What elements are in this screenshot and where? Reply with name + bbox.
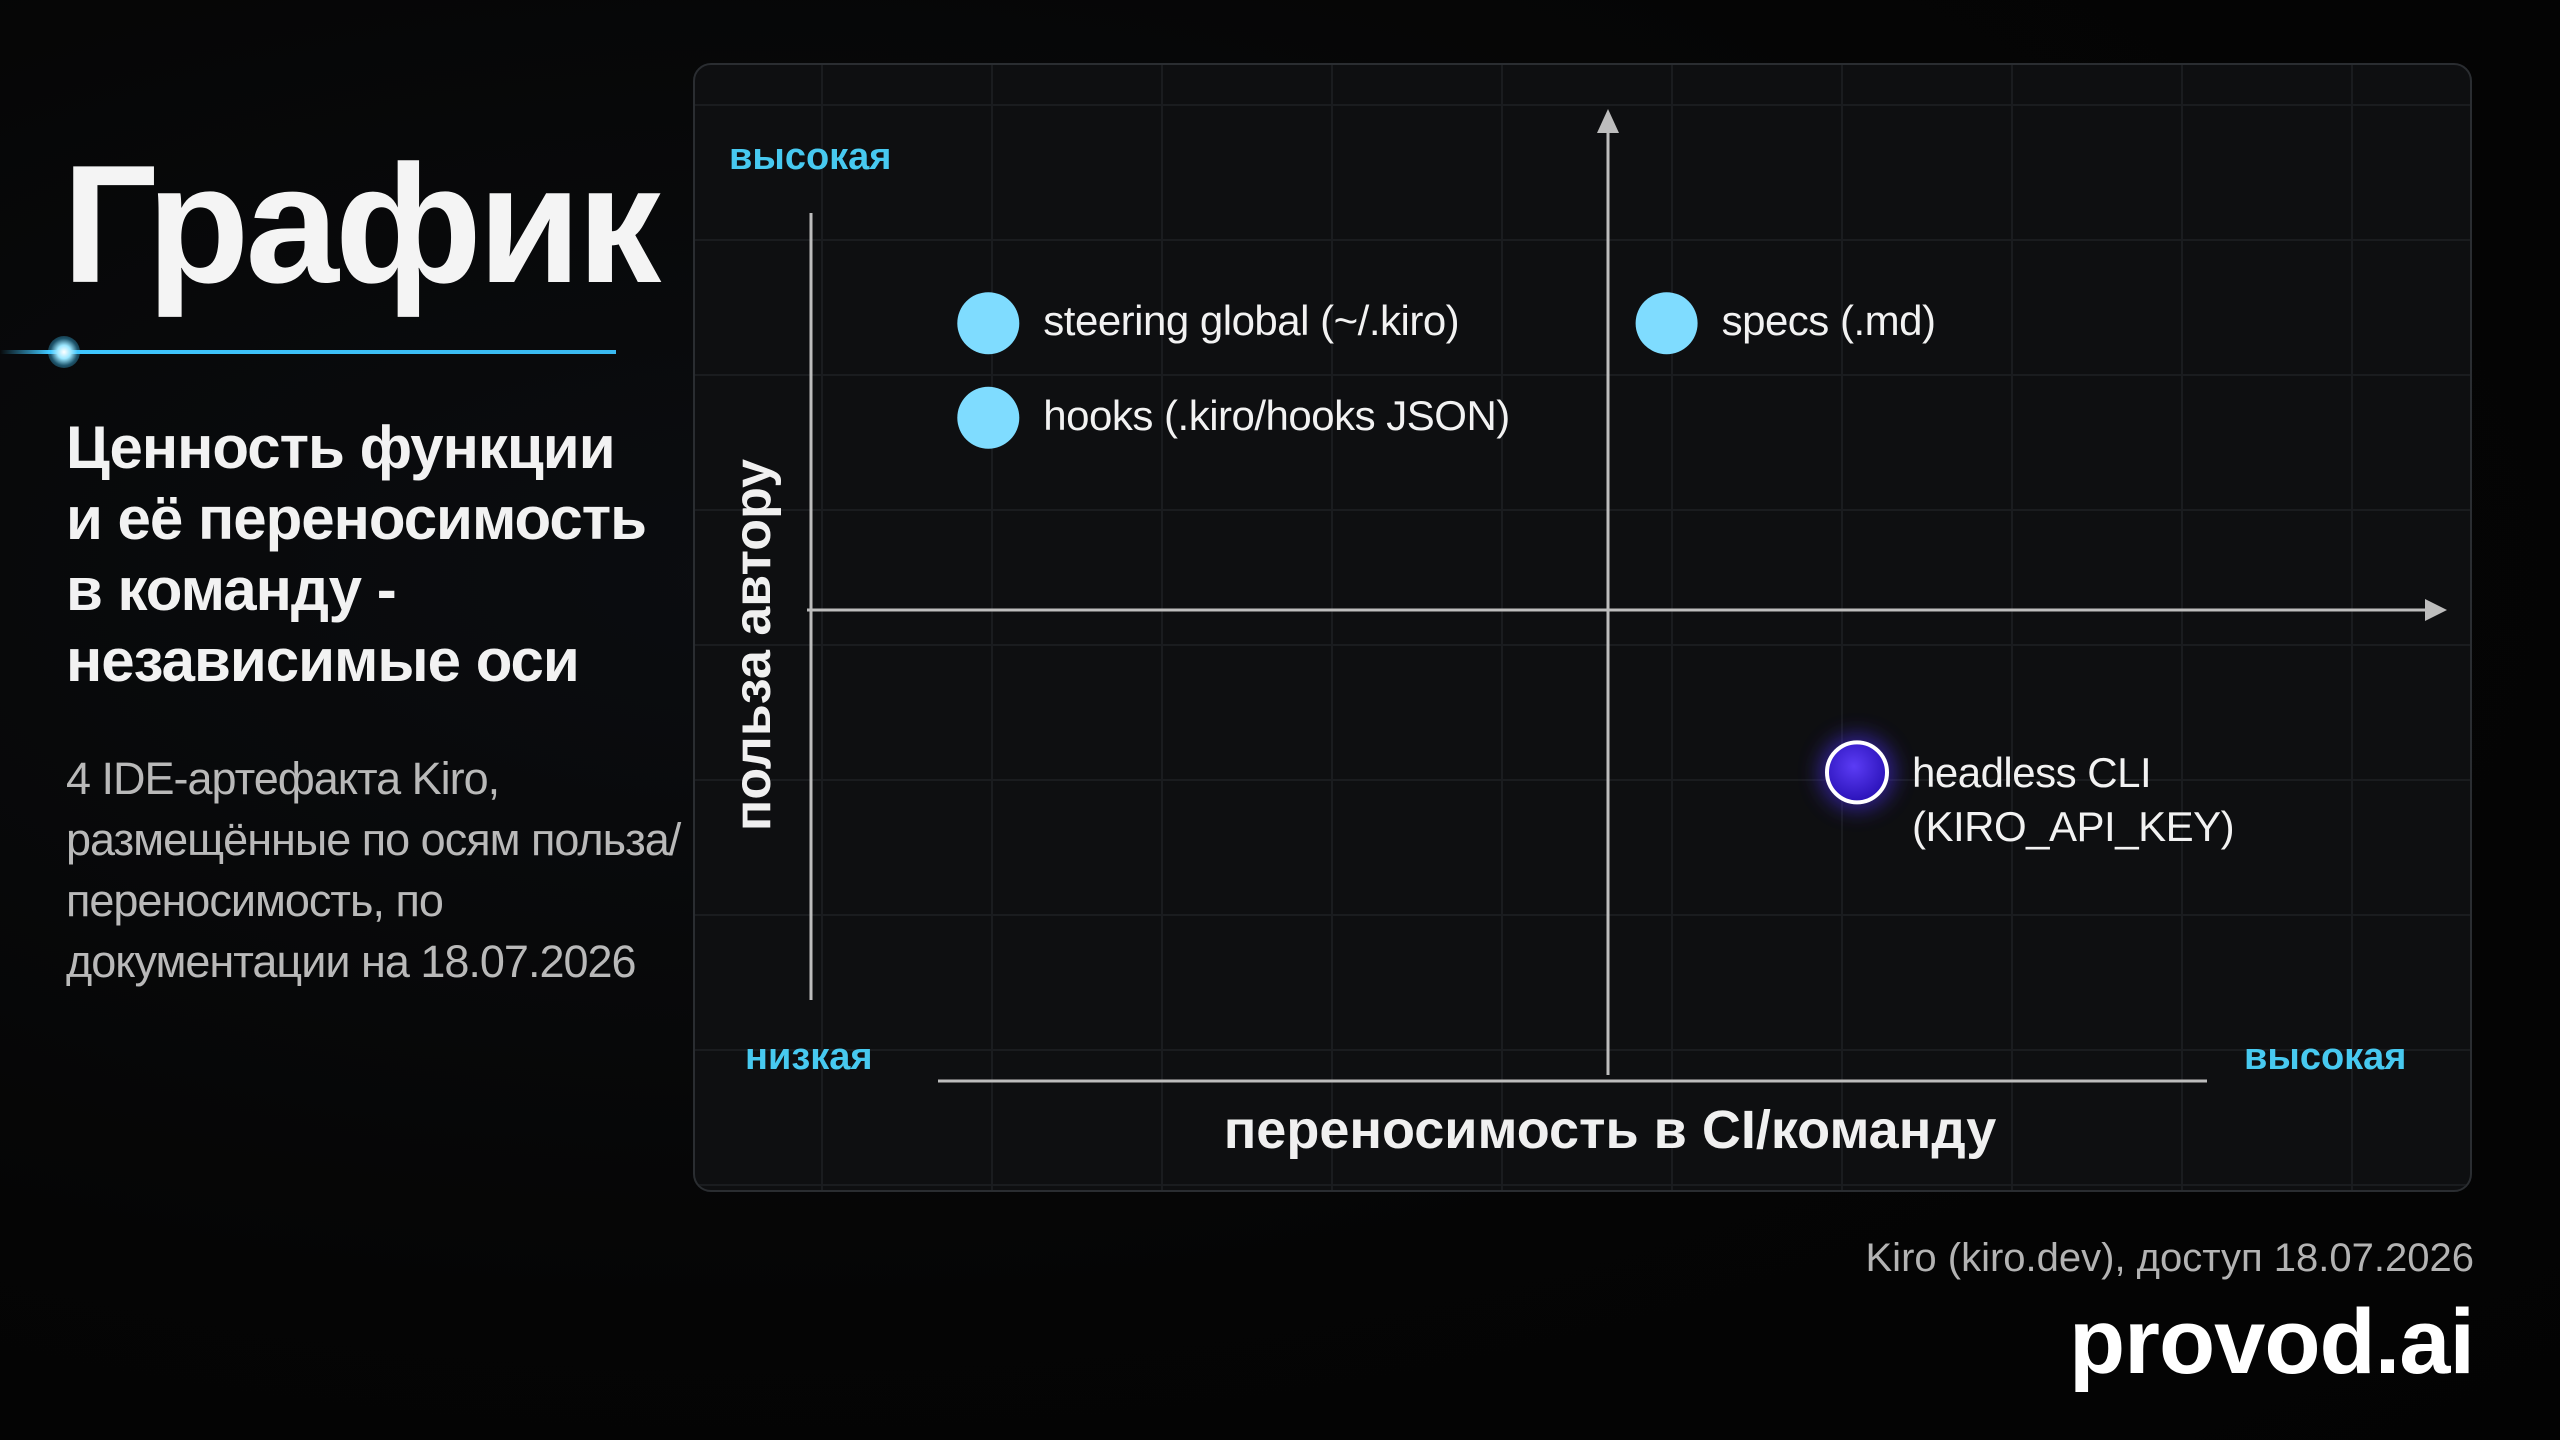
data-point-label: steering global (~/.kiro) bbox=[1043, 297, 1460, 345]
slide-description: 4 IDE-артефакта Kiro, размещённые по ося… bbox=[66, 753, 681, 987]
data-point-highlighted bbox=[1825, 740, 1889, 805]
source-note: Kiro (kiro.dev), доступ 18.07.2026 bbox=[1865, 1236, 2475, 1280]
vertical-axis-arrow bbox=[1597, 109, 1619, 133]
x-axis-title: переносимость в CI/команду bbox=[1223, 1100, 1997, 1160]
data-point bbox=[1635, 292, 1698, 355]
slide-subtitle: Ценность функции и её переносимость в ко… bbox=[66, 414, 647, 694]
quadrant-axes bbox=[807, 109, 2447, 1083]
horizontal-axis-arrow bbox=[2425, 599, 2447, 621]
y-axis-high-label: высокая bbox=[729, 136, 892, 178]
title-glow-dot bbox=[48, 336, 80, 368]
chart-panel bbox=[693, 63, 2472, 1192]
brand-logo: provod.ai bbox=[2068, 1291, 2475, 1393]
y-axis-title: польза автору bbox=[724, 458, 782, 832]
data-point-label: hooks (.kiro/hooks JSON) bbox=[1043, 391, 1510, 439]
data-point bbox=[957, 292, 1020, 355]
data-points bbox=[957, 292, 1895, 811]
data-point bbox=[957, 386, 1020, 449]
title-underline bbox=[0, 350, 616, 354]
x-axis-low-label: низкая bbox=[745, 1036, 873, 1078]
x-axis-high-label: высокая bbox=[2244, 1036, 2407, 1078]
data-point-label: headless CLI (KIRO_API_KEY) bbox=[1912, 749, 2235, 851]
data-point-label: specs (.md) bbox=[1721, 297, 1936, 345]
quadrant-chart bbox=[695, 65, 2470, 1190]
slide-title: График 1 bbox=[62, 130, 793, 318]
grid-lines bbox=[695, 65, 2470, 1190]
